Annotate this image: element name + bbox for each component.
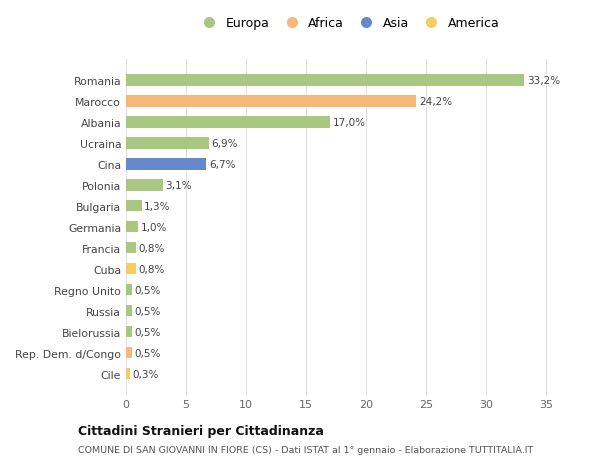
Bar <box>126 368 130 380</box>
Bar <box>126 96 416 107</box>
Text: Cittadini Stranieri per Cittadinanza: Cittadini Stranieri per Cittadinanza <box>78 424 324 437</box>
Text: 6,7%: 6,7% <box>209 159 235 169</box>
Text: 0,5%: 0,5% <box>134 348 161 358</box>
Bar <box>126 305 132 317</box>
Text: 0,8%: 0,8% <box>138 264 164 274</box>
Bar <box>126 326 132 338</box>
Legend: Europa, Africa, Asia, America: Europa, Africa, Asia, America <box>191 12 505 35</box>
Bar <box>126 179 163 191</box>
Text: 0,3%: 0,3% <box>132 369 158 379</box>
Text: 3,1%: 3,1% <box>166 180 192 190</box>
Bar <box>126 201 142 212</box>
Text: 0,8%: 0,8% <box>138 243 164 253</box>
Text: 0,5%: 0,5% <box>134 327 161 337</box>
Text: 1,3%: 1,3% <box>144 202 170 211</box>
Bar <box>126 221 138 233</box>
Bar <box>126 347 132 358</box>
Bar <box>126 242 136 254</box>
Text: 24,2%: 24,2% <box>419 96 452 106</box>
Bar <box>126 117 330 128</box>
Bar <box>126 138 209 149</box>
Bar <box>126 284 132 296</box>
Bar <box>126 75 524 86</box>
Text: 33,2%: 33,2% <box>527 76 560 86</box>
Bar <box>126 159 206 170</box>
Text: 17,0%: 17,0% <box>332 118 365 128</box>
Text: COMUNE DI SAN GIOVANNI IN FIORE (CS) - Dati ISTAT al 1° gennaio - Elaborazione T: COMUNE DI SAN GIOVANNI IN FIORE (CS) - D… <box>78 445 533 454</box>
Bar <box>126 263 136 275</box>
Text: 1,0%: 1,0% <box>140 222 167 232</box>
Text: 0,5%: 0,5% <box>134 306 161 316</box>
Text: 6,9%: 6,9% <box>211 139 238 148</box>
Text: 0,5%: 0,5% <box>134 285 161 295</box>
